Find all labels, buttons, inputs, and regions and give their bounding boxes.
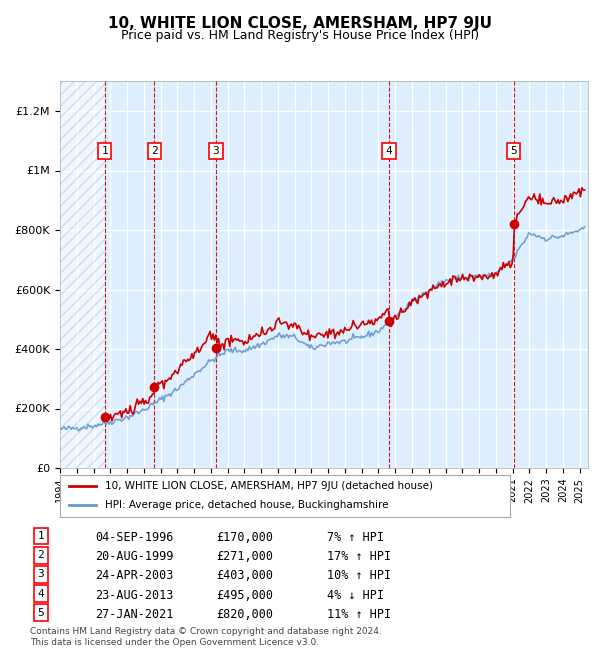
Text: 20-AUG-1999: 20-AUG-1999 [95,550,173,563]
Text: 1: 1 [101,146,108,156]
Text: 3: 3 [212,146,220,156]
Text: 04-SEP-1996: 04-SEP-1996 [95,531,173,544]
Text: £170,000: £170,000 [216,531,273,544]
Text: 11% ↑ HPI: 11% ↑ HPI [327,608,391,621]
Text: HPI: Average price, detached house, Buckinghamshire: HPI: Average price, detached house, Buck… [105,500,389,510]
Text: 24-APR-2003: 24-APR-2003 [95,569,173,582]
Text: 5: 5 [511,146,517,156]
Text: £403,000: £403,000 [216,569,273,582]
Text: £271,000: £271,000 [216,550,273,563]
Text: 1: 1 [37,531,44,541]
Text: 3: 3 [37,569,44,579]
Text: 23-AUG-2013: 23-AUG-2013 [95,588,173,601]
Text: 2: 2 [151,146,158,156]
Text: 27-JAN-2021: 27-JAN-2021 [95,608,173,621]
Text: 17% ↑ HPI: 17% ↑ HPI [327,550,391,563]
Text: £820,000: £820,000 [216,608,273,621]
Text: 4% ↓ HPI: 4% ↓ HPI [327,588,384,601]
Text: Contains HM Land Registry data © Crown copyright and database right 2024.
This d: Contains HM Land Registry data © Crown c… [30,627,382,647]
Text: £495,000: £495,000 [216,588,273,601]
Text: 10, WHITE LION CLOSE, AMERSHAM, HP7 9JU: 10, WHITE LION CLOSE, AMERSHAM, HP7 9JU [108,16,492,31]
Text: 10, WHITE LION CLOSE, AMERSHAM, HP7 9JU (detached house): 10, WHITE LION CLOSE, AMERSHAM, HP7 9JU … [105,482,433,491]
Text: 5: 5 [37,608,44,617]
Text: 10% ↑ HPI: 10% ↑ HPI [327,569,391,582]
Text: 4: 4 [37,588,44,599]
Text: 7% ↑ HPI: 7% ↑ HPI [327,531,384,544]
Text: 2: 2 [37,550,44,560]
Text: 4: 4 [386,146,392,156]
Text: Price paid vs. HM Land Registry's House Price Index (HPI): Price paid vs. HM Land Registry's House … [121,29,479,42]
Bar [60,81,105,468]
